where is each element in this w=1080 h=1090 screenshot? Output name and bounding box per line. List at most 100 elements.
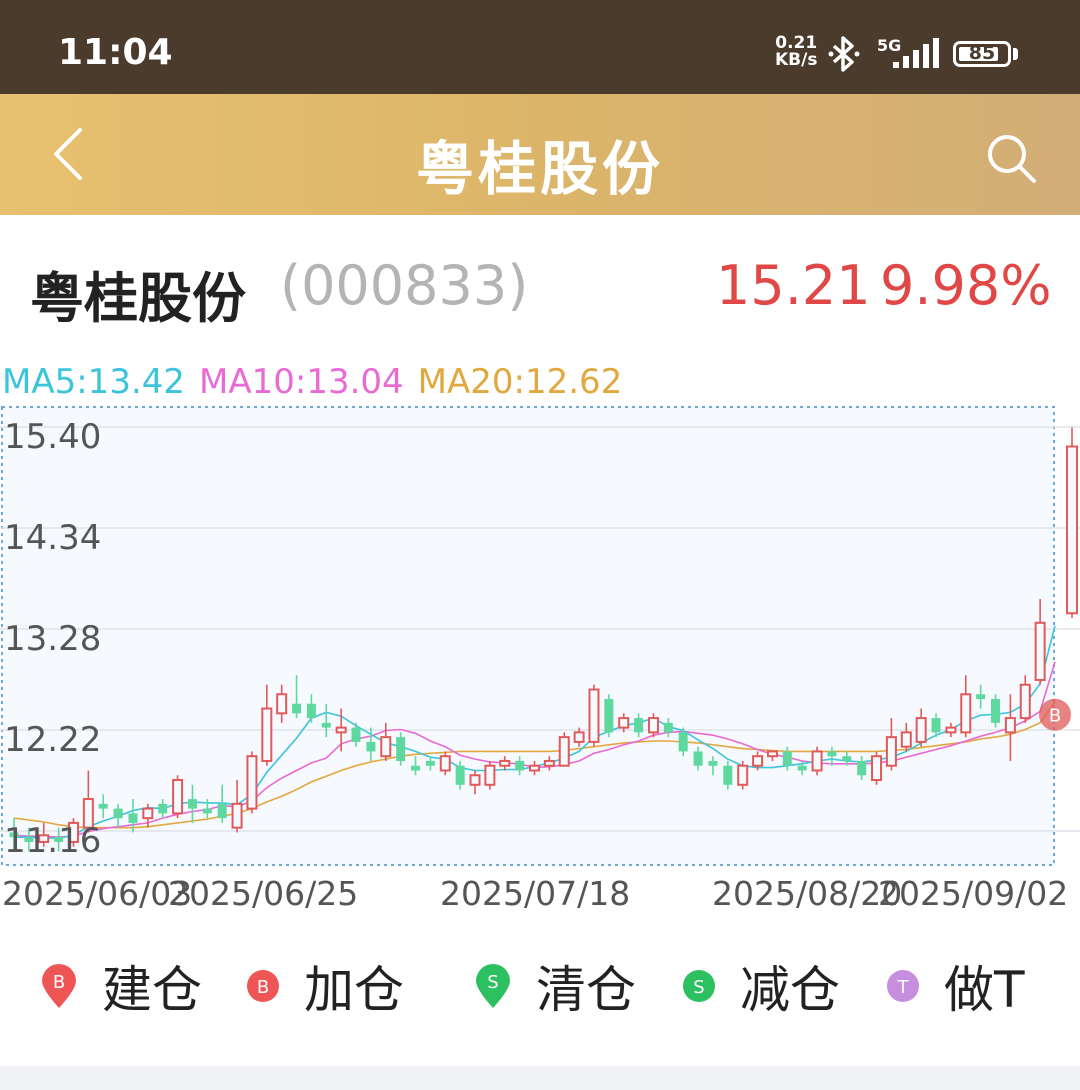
candle (647, 713, 659, 738)
legend-item-reduce: S 减仓 (682, 950, 840, 1022)
candle-body (82, 798, 94, 829)
buy-marker[interactable]: B (1039, 698, 1071, 731)
candles (9, 427, 1078, 852)
buy-marker-circle (1039, 698, 1071, 731)
stock-name: 粤桂股份 (30, 267, 246, 330)
dot-b-icon: B (247, 970, 279, 1002)
x-tick-label: 2025/08/20 (712, 874, 902, 913)
candle (246, 751, 258, 814)
candle-body (723, 765, 733, 785)
candle (38, 822, 50, 847)
candle (172, 775, 184, 819)
candle-body (634, 718, 644, 733)
candle-body (231, 802, 243, 829)
legend-item-t: T 做T (886, 950, 1025, 1022)
candle (1019, 675, 1031, 723)
candle-body (9, 832, 19, 838)
page-title: 粤桂股份 (415, 135, 664, 203)
dot-s-icon: S (683, 970, 715, 1002)
bluetooth-icon (828, 36, 860, 72)
candle (202, 799, 212, 819)
candle-body (797, 765, 807, 771)
signal-icon (893, 38, 939, 68)
candle-body (857, 760, 867, 776)
y-axis-labels: 15.40 14.34 13.28 12.22 11.16 (4, 417, 101, 861)
candle (588, 684, 600, 747)
candle-body (366, 741, 376, 752)
signal-legend: B 建仓 B 加仓 S 清仓 S 减仓 T 做T (0, 950, 1080, 1030)
candle-body (469, 774, 481, 786)
candle-body (663, 722, 673, 733)
candle-body (455, 765, 465, 785)
y-tick-label: 11.16 (4, 821, 101, 861)
candle-body (871, 755, 883, 782)
candle-body (187, 799, 197, 809)
candle-body (306, 703, 316, 719)
legend-item-clear: S 清仓 (474, 950, 636, 1022)
moving-average-row: MA5:13.42 MA10:13.04 MA20:12.62 (2, 362, 636, 402)
candle-body (618, 717, 630, 729)
candle (469, 770, 481, 795)
stock-code: (000833) (280, 254, 529, 317)
candle-body (411, 765, 421, 771)
network-speed: 0.21 KB/s (775, 35, 817, 69)
candle (960, 675, 972, 738)
candle-body (113, 808, 123, 819)
legend-marker-s: S (487, 972, 498, 993)
candle (351, 722, 361, 747)
candle-body (647, 717, 659, 734)
candle (484, 760, 496, 790)
candle-body (708, 760, 718, 766)
candle (9, 818, 19, 852)
candle (708, 756, 718, 776)
bottom-strip (0, 1066, 1080, 1090)
candle-body (515, 760, 525, 771)
ma20-line (13, 701, 1056, 829)
legend-item-add: B 加仓 (246, 950, 404, 1022)
candle-body (202, 808, 212, 814)
legend-marker-s: S (693, 977, 704, 998)
candle-body (321, 722, 331, 728)
candle (276, 684, 288, 723)
candle-body (543, 759, 555, 767)
candle (915, 708, 927, 747)
legend-label: 做T (944, 961, 1025, 1019)
candle (217, 784, 227, 823)
candle (113, 803, 123, 828)
status-bar: 11:04 0.21 KB/s 5G 85 (0, 0, 1080, 94)
candle (723, 760, 733, 790)
network-type: 5G (877, 36, 902, 55)
candle (158, 799, 168, 819)
pin-b-icon: B (42, 964, 76, 1008)
title-bar: 粤桂股份 (0, 94, 1080, 215)
candle-body (98, 803, 108, 809)
candle (335, 708, 347, 752)
battery-level: 85 (968, 42, 996, 64)
chevron-left-icon[interactable] (48, 126, 88, 182)
ma20-path (13, 701, 1056, 829)
candle (737, 760, 749, 790)
dot-t-icon: T (887, 970, 919, 1002)
candle-body (811, 750, 823, 772)
candle (67, 818, 79, 847)
candle (618, 713, 630, 733)
candle (529, 760, 540, 776)
chart-grid (0, 426, 1080, 832)
legend-label: 减仓 (740, 961, 840, 1019)
search-icon[interactable] (985, 132, 1041, 188)
candle (142, 803, 154, 828)
candle-body (261, 707, 273, 762)
y-tick-label: 13.28 (4, 619, 101, 659)
candle (976, 684, 986, 709)
selection-box (1, 406, 1055, 866)
candle-body (976, 694, 986, 700)
candle-body (588, 688, 600, 743)
candle-body (900, 731, 912, 748)
candle (857, 756, 867, 781)
candle-body (604, 699, 614, 733)
candle (1066, 427, 1078, 619)
y-tick-label: 14.34 (4, 518, 101, 558)
battery-tip (1013, 48, 1018, 60)
candle-body (1004, 717, 1016, 734)
